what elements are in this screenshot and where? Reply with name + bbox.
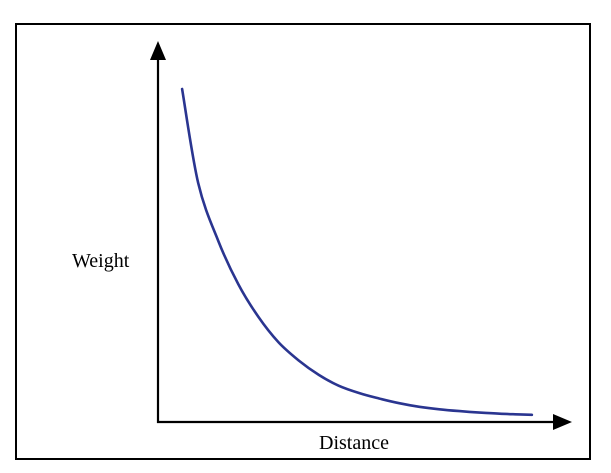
series-line-curve [180,87,534,417]
chart-frame [15,23,591,460]
x-axis-label: Distance [319,432,389,454]
y-axis-label: Weight [72,250,130,272]
y-axis-arrowhead [150,41,166,60]
x-axis-arrowhead [553,414,572,430]
